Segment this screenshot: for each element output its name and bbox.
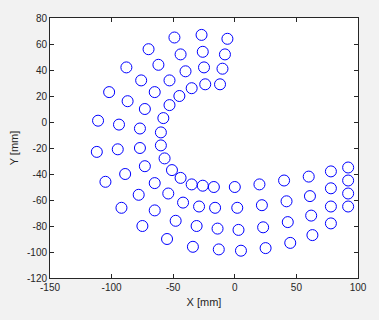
svg-text:20: 20 <box>36 91 48 102</box>
svg-text:Y [mm]: Y [mm] <box>8 131 20 166</box>
svg-text:50: 50 <box>291 282 303 293</box>
svg-text:-80: -80 <box>33 221 48 232</box>
svg-text:-100: -100 <box>102 282 122 293</box>
svg-text:-60: -60 <box>33 195 48 206</box>
svg-text:X [mm]: X [mm] <box>187 296 222 308</box>
svg-text:-100: -100 <box>27 247 47 258</box>
svg-text:100: 100 <box>350 282 367 293</box>
svg-text:0: 0 <box>232 282 238 293</box>
svg-text:-120: -120 <box>27 273 47 284</box>
svg-text:40: 40 <box>36 65 48 76</box>
svg-text:80: 80 <box>36 13 48 24</box>
svg-text:-150: -150 <box>40 282 60 293</box>
svg-text:0: 0 <box>41 117 47 128</box>
svg-text:-20: -20 <box>33 143 48 154</box>
svg-text:60: 60 <box>36 39 48 50</box>
svg-text:-40: -40 <box>33 169 48 180</box>
svg-text:-50: -50 <box>166 282 181 293</box>
